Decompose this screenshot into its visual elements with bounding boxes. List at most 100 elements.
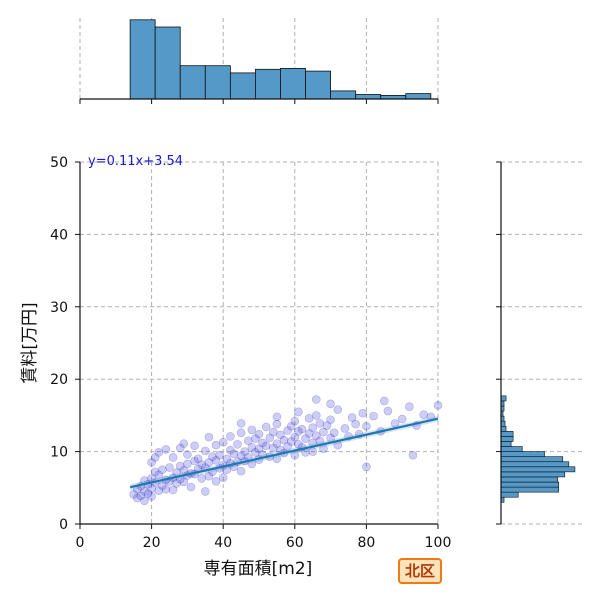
scatter-point	[251, 448, 260, 457]
right-hist-bar	[500, 491, 519, 498]
right-hist-bar	[500, 425, 507, 432]
regression-line-group	[129, 415, 439, 491]
scatter-point	[276, 430, 285, 440]
scatter-point	[283, 442, 292, 451]
scatter-point	[326, 399, 335, 409]
scatter-point	[311, 431, 321, 440]
scatter-point	[183, 459, 192, 469]
top-hist-bar	[355, 94, 382, 100]
y-axis-label: 賃料[万円]	[20, 302, 40, 383]
right-hist-bar	[500, 476, 559, 483]
top-hist-bar	[204, 65, 231, 100]
scatter-point	[254, 429, 264, 439]
scatter-point	[233, 440, 242, 449]
scatter-point	[197, 474, 207, 483]
scatter-point	[333, 405, 343, 414]
scatter-point	[433, 400, 443, 410]
scatter-point	[351, 419, 360, 429]
scatter-point	[211, 476, 221, 486]
right-hist-bar	[500, 471, 566, 478]
top-hist-bar	[405, 93, 432, 100]
scatter-point	[283, 426, 292, 435]
regression-line	[129, 417, 439, 489]
scatter-point	[154, 470, 164, 480]
top-hist-bar	[305, 70, 332, 100]
scatter-point	[236, 466, 246, 476]
scatter-point	[304, 413, 314, 423]
scatter-point	[218, 473, 228, 482]
right-hist-bar	[500, 461, 570, 468]
right-hist-bar	[500, 486, 560, 493]
scatter-point	[175, 443, 185, 453]
scatter-point	[294, 407, 303, 417]
scatter-point	[204, 432, 214, 442]
scatter-point	[362, 462, 371, 472]
right-hist-bar	[500, 420, 506, 427]
right-hist-bar	[500, 466, 576, 473]
scatter-point	[161, 445, 171, 454]
scatter-point	[261, 441, 271, 451]
scatter-point	[379, 396, 389, 406]
scatter-point	[201, 487, 210, 496]
top-hist-bar	[154, 26, 181, 100]
scatter-point	[190, 441, 199, 451]
right-hist-bar	[500, 436, 514, 442]
scatter-point	[340, 424, 350, 433]
scatter-point	[272, 419, 282, 429]
x-tick-label: 40	[214, 535, 232, 551]
scatter-point	[183, 450, 192, 459]
region-badge: 北区	[398, 558, 443, 584]
scatter-point	[247, 425, 257, 435]
scatter-point	[279, 435, 289, 445]
scatter-point	[168, 453, 178, 462]
scatter-point	[269, 427, 278, 437]
scatter-point	[258, 438, 267, 448]
y-tick-label: 50	[50, 155, 68, 171]
scatter-point	[308, 423, 318, 433]
right-hist-bar	[500, 456, 564, 463]
scatter-point	[161, 484, 171, 494]
y-tick-label: 10	[50, 445, 68, 461]
scatter-point	[204, 471, 214, 481]
scatter-point	[247, 442, 257, 452]
top-hist-bar	[255, 68, 281, 100]
main-gridlines	[79, 161, 439, 525]
scatter-point	[358, 408, 368, 418]
scatter-point	[294, 427, 303, 436]
y-tick-label: 30	[50, 300, 68, 316]
scatter-point	[315, 419, 325, 428]
scatter-point	[140, 496, 149, 506]
scatter-point	[236, 451, 246, 461]
scatter-point	[408, 450, 418, 460]
scatter-point	[236, 428, 246, 438]
scatter-point	[150, 467, 160, 477]
scatter-point	[272, 439, 282, 448]
scatter-point	[197, 460, 207, 469]
scatter-point	[254, 444, 264, 454]
scatter-point	[179, 439, 189, 448]
scatter-point	[147, 458, 156, 467]
x-tick-label: 60	[286, 535, 304, 551]
scatter-point	[140, 487, 149, 496]
scatter-point	[132, 493, 142, 503]
scatter-point	[243, 436, 253, 446]
scatter-point	[175, 461, 185, 471]
scatter-point	[362, 421, 371, 431]
scatter-point	[172, 479, 181, 488]
scatter-point	[290, 432, 300, 442]
scatter-point	[226, 445, 235, 455]
scatter-point	[168, 485, 178, 495]
right-hist-bar	[500, 431, 514, 437]
x-marginal-histogram	[79, 18, 439, 104]
scatter-point	[322, 421, 332, 430]
scatter-point	[193, 454, 203, 464]
scatter-point	[190, 456, 199, 466]
top-hist-bar	[229, 72, 256, 100]
scatter-point	[150, 453, 160, 462]
scatter-point	[154, 486, 164, 495]
scatter-point	[154, 448, 164, 457]
scatter-point	[143, 489, 153, 498]
top-hist-bar	[330, 90, 357, 100]
scatter-point	[261, 422, 271, 432]
